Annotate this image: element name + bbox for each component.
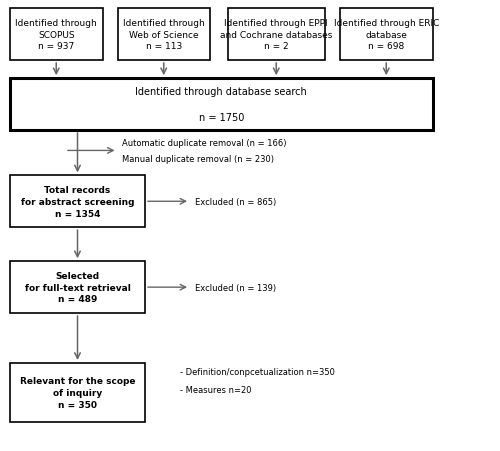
FancyBboxPatch shape	[10, 262, 145, 313]
Text: Identified through EPPI
and Cochrane databases
n = 2: Identified through EPPI and Cochrane dat…	[220, 18, 332, 51]
FancyBboxPatch shape	[10, 176, 145, 228]
Text: Manual duplicate removal (n = 230): Manual duplicate removal (n = 230)	[122, 154, 274, 163]
FancyBboxPatch shape	[118, 9, 210, 61]
Text: Identified through
Web of Science
n = 113: Identified through Web of Science n = 11…	[123, 18, 204, 51]
Text: Total records
for abstract screening
n = 1354: Total records for abstract screening n =…	[21, 185, 134, 218]
Text: - Measures n=20: - Measures n=20	[180, 386, 252, 395]
Text: Excluded (n = 865): Excluded (n = 865)	[195, 198, 276, 206]
FancyBboxPatch shape	[228, 9, 325, 61]
FancyBboxPatch shape	[340, 9, 432, 61]
Text: Automatic duplicate removal (n = 166): Automatic duplicate removal (n = 166)	[122, 139, 287, 148]
Text: - Definition/conpcetualization n=350: - Definition/conpcetualization n=350	[180, 368, 335, 377]
FancyBboxPatch shape	[10, 363, 145, 422]
Text: Identified through ERIC
database
n = 698: Identified through ERIC database n = 698	[334, 18, 439, 51]
FancyBboxPatch shape	[10, 9, 102, 61]
Text: Identified through database search

n = 1750: Identified through database search n = 1…	[136, 87, 307, 123]
Text: Selected
for full-text retrieval
n = 489: Selected for full-text retrieval n = 489	[24, 271, 130, 304]
FancyBboxPatch shape	[10, 79, 432, 131]
Text: Identified through
SCOPUS
n = 937: Identified through SCOPUS n = 937	[16, 18, 97, 51]
Text: Relevant for the scope
of inquiry
n = 350: Relevant for the scope of inquiry n = 35…	[20, 376, 135, 409]
Text: Excluded (n = 139): Excluded (n = 139)	[195, 283, 276, 292]
